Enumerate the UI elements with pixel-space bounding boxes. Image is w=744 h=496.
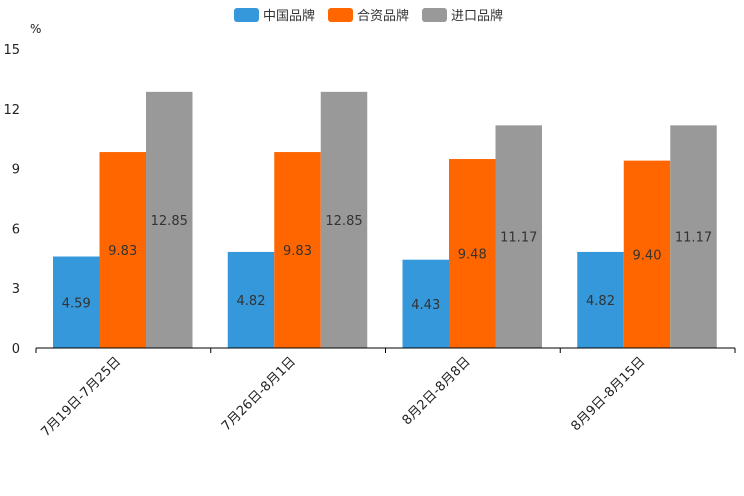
x-axis-category-labels: 7月19日-7月25日 7月26日-8月1日 8月2日-8月8日 8月9日-8月15日 [38,354,648,440]
bar-value-label: 11.17 [675,231,712,246]
x-category-label: 8月2日-8月8日 [400,354,474,428]
legend-label: 进口品牌 [451,8,503,24]
bars [53,91,717,349]
bar [495,125,542,348]
bar [623,160,671,348]
legend: 中国品牌 合资品牌 进口品牌 [234,8,503,24]
x-category-label: 7月19日-7月25日 [38,354,124,440]
bar [402,259,449,348]
y-tick-label: 3 [12,282,20,297]
legend-swatch [422,8,447,22]
y-tick-label: 15 [3,43,20,58]
bar-value-label: 4.59 [62,296,91,311]
bar [449,159,496,348]
y-tick-label: 12 [3,103,20,118]
bar [320,91,368,349]
bar [146,91,193,349]
bar-value-label: 12.85 [325,214,362,229]
bar-value-label: 9.83 [108,244,137,259]
y-tick-label: 0 [12,342,20,357]
bar [577,251,624,348]
legend-swatch [328,8,353,22]
legend-label: 中国品牌 [263,8,315,24]
bar-value-label: 9.48 [458,248,487,263]
legend-item[interactable]: 合资品牌 [328,8,409,24]
bar [99,152,146,348]
x-axis-ticks [35,348,736,353]
bar-value-label: 4.43 [411,298,440,313]
bar [274,152,321,348]
legend-item[interactable]: 进口品牌 [422,8,503,24]
legend-item[interactable]: 中国品牌 [234,8,315,24]
y-axis-unit-label: % [30,22,41,36]
y-tick-label: 9 [12,163,20,178]
x-category-label: 8月9日-8月15日 [569,354,649,434]
bar-labels: 4.59 4.82 4.43 4.82 9.83 9.83 9.48 9.40 12.85 12.… [62,214,712,313]
y-tick-label: 6 [12,222,20,237]
y-axis-ticks: 0 3 6 9 12 15 [3,43,20,357]
bar-value-label: 4.82 [237,294,266,309]
legend-label: 合资品牌 [357,8,409,24]
bar-value-label: 4.82 [586,294,615,309]
bar-value-label: 12.85 [151,214,188,229]
bar-value-label: 9.83 [283,244,312,259]
bar-value-label: 9.40 [633,248,662,263]
bar [670,125,717,348]
bar [227,251,275,348]
bar [53,256,100,348]
bar-value-label: 11.17 [500,231,537,246]
x-category-label: 7月26日-8月1日 [219,354,299,434]
legend-swatch [234,8,259,22]
